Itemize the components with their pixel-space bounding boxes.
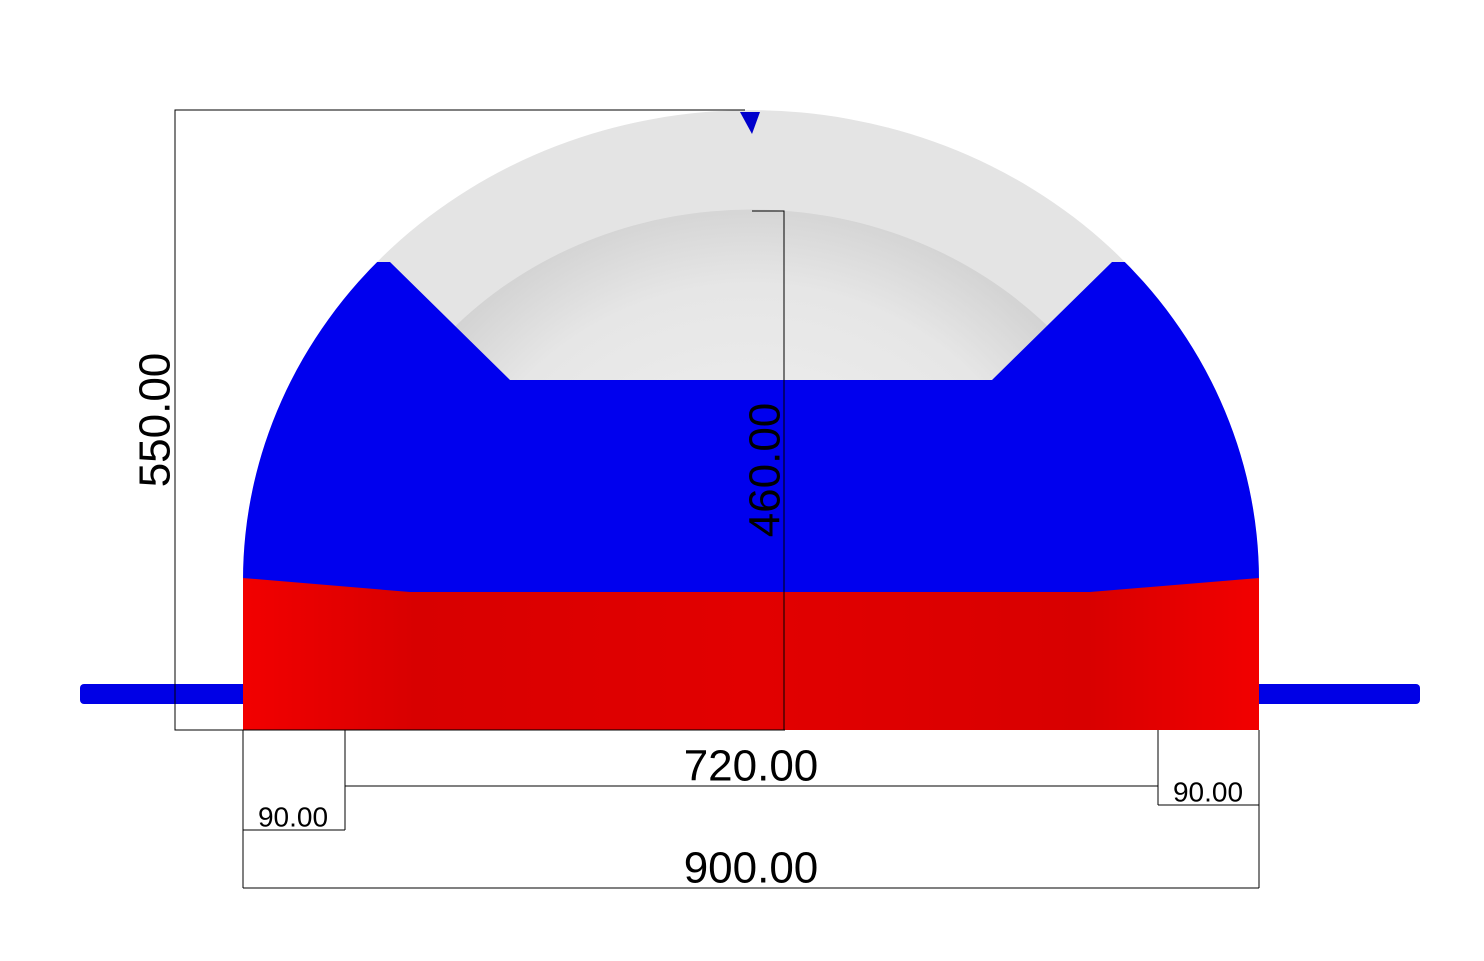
blue-band xyxy=(243,262,1259,592)
right-rod xyxy=(1250,684,1420,704)
dimension-label: 720.00 xyxy=(684,742,819,791)
dimension-label: 460.00 xyxy=(741,403,790,538)
red-band xyxy=(243,578,1259,731)
dimension-label: 550.00 xyxy=(131,353,180,488)
dimension-label: 90.00 xyxy=(258,801,328,832)
top-marker xyxy=(740,112,760,134)
dimension-lines xyxy=(174,109,1260,889)
dimension-label: 900.00 xyxy=(684,844,819,893)
left-rod xyxy=(80,684,250,704)
dimension-label: 90.00 xyxy=(1173,776,1243,807)
